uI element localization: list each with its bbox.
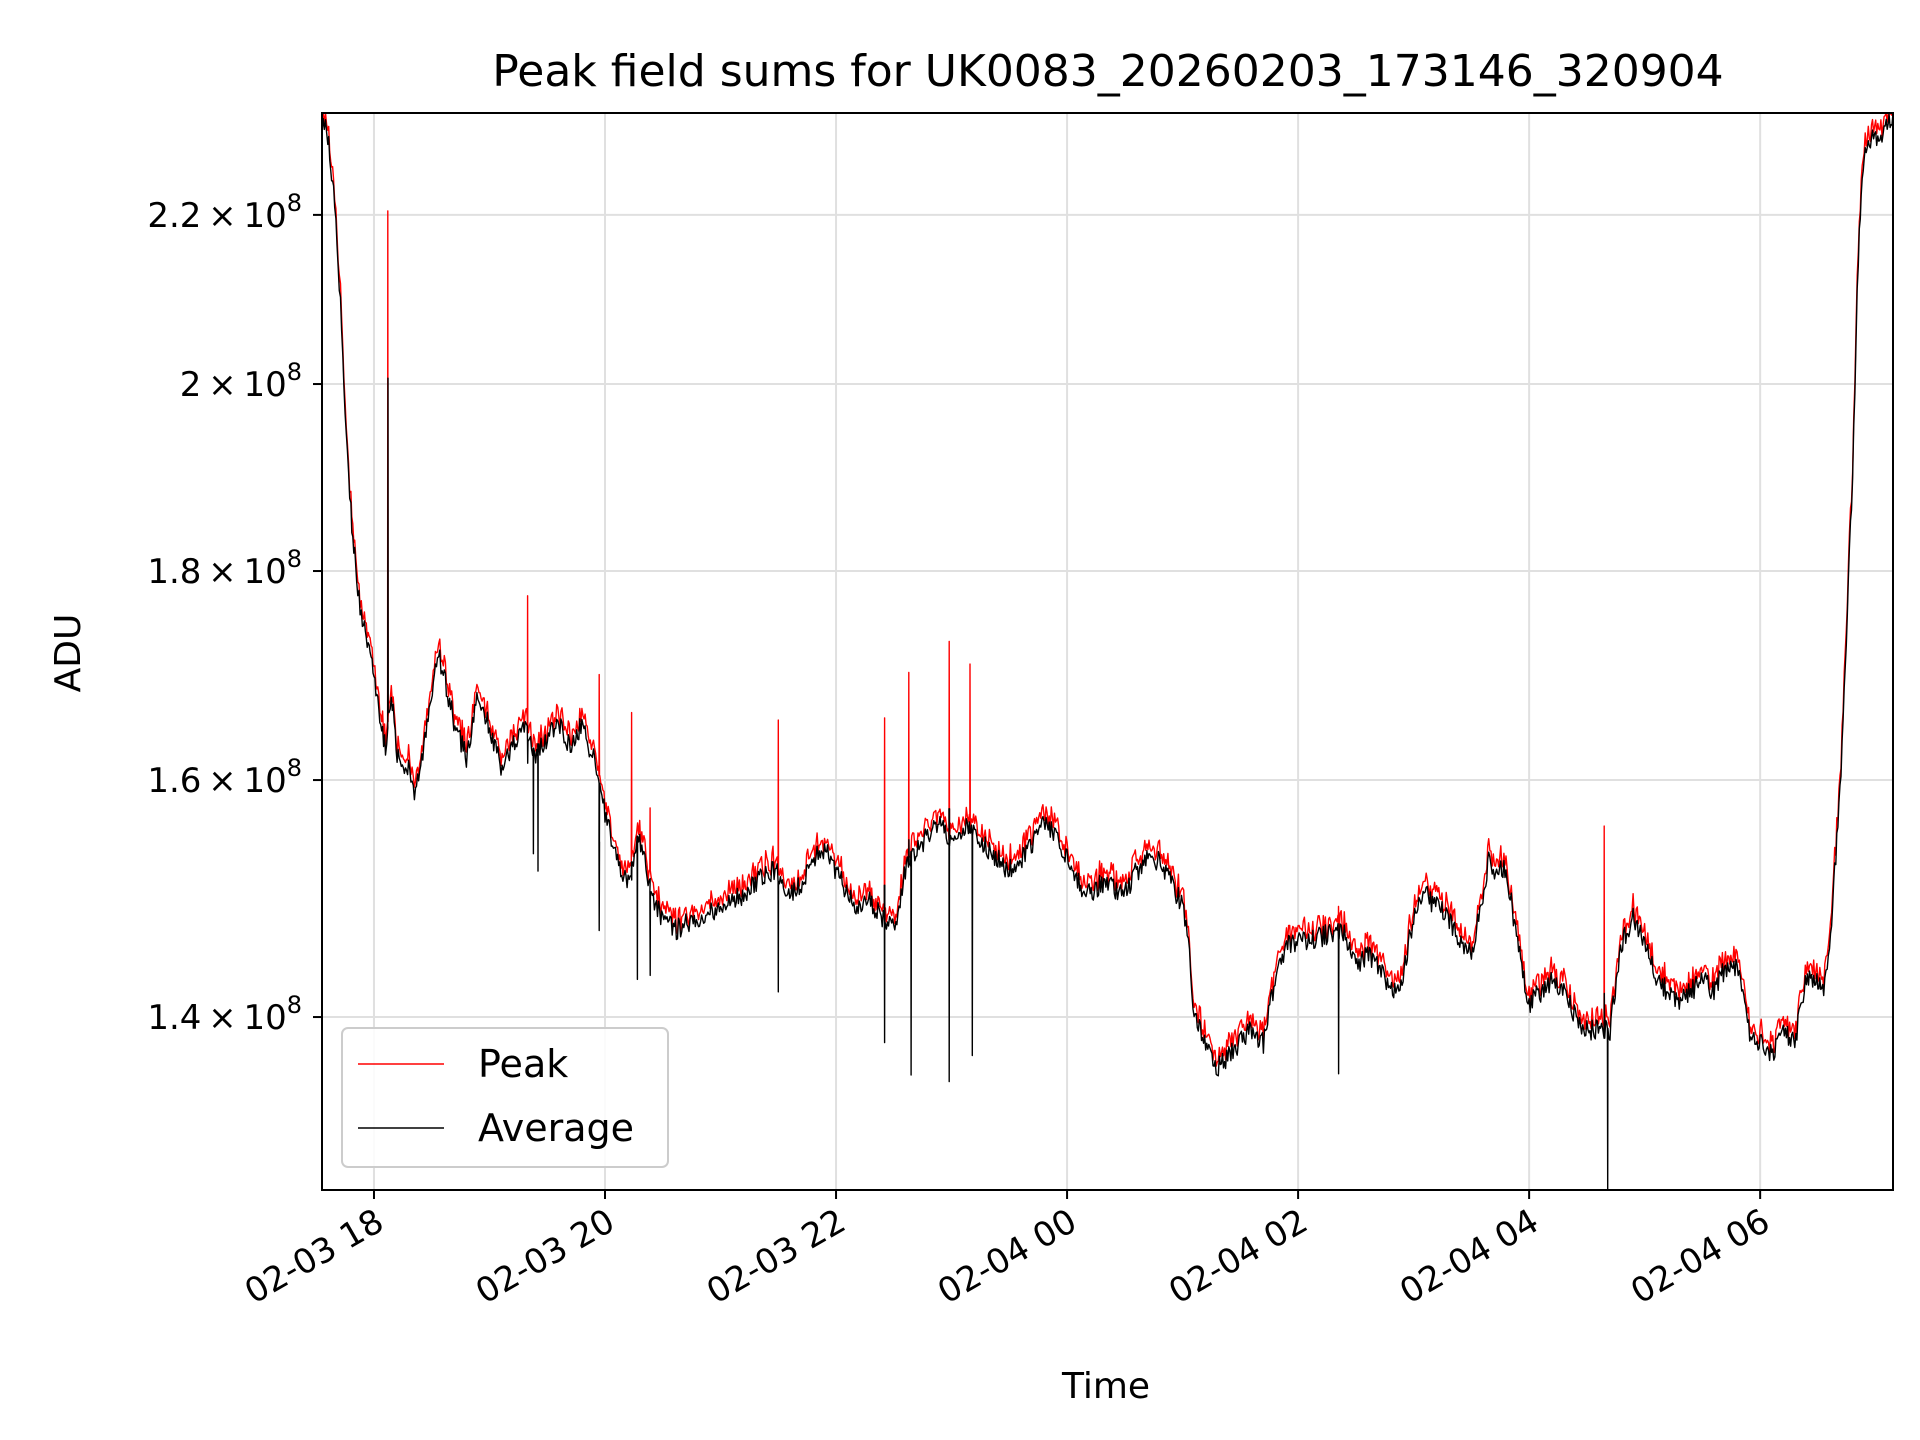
y-tick-label: 1.4 × 108 bbox=[147, 991, 302, 1038]
legend-average-label: Average bbox=[478, 1106, 634, 1150]
chart-title: Peak field sums for UK0083_20260203_1731… bbox=[492, 46, 1723, 97]
legend-box bbox=[341, 1027, 669, 1168]
legend-peak-label: Peak bbox=[478, 1042, 568, 1086]
y-axis-label: ADU bbox=[48, 614, 89, 693]
grid bbox=[322, 113, 1893, 1190]
plot-frame bbox=[321, 112, 1894, 1191]
y-tick-label: 1.6 × 108 bbox=[147, 754, 302, 801]
x-axis-label: Time bbox=[1061, 1366, 1150, 1407]
legend: Peak Average bbox=[341, 1027, 669, 1168]
y-tick-label: 1.8 × 108 bbox=[147, 545, 302, 592]
y-tick-label: 2 × 108 bbox=[180, 358, 302, 405]
average-series-line bbox=[321, 112, 1894, 1191]
y-tick-label: 2.2 × 108 bbox=[147, 189, 302, 236]
plot-lines bbox=[321, 112, 1894, 1191]
